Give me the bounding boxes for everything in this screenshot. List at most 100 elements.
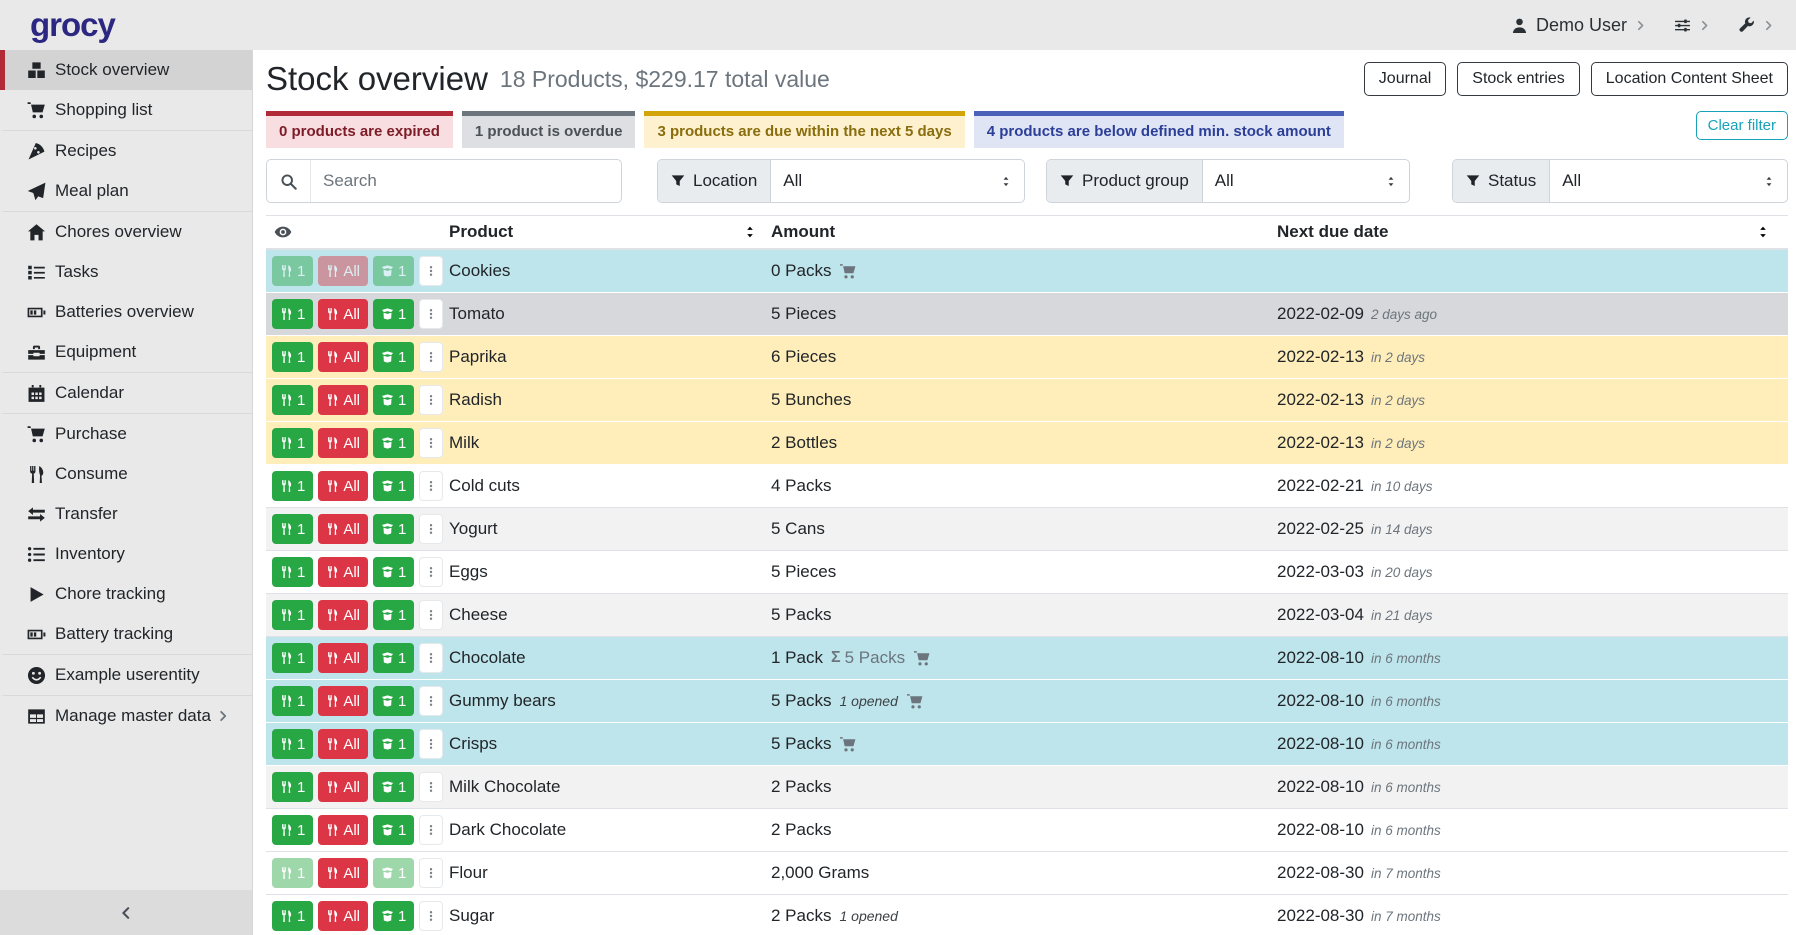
user-menu[interactable]: Demo User bbox=[1511, 15, 1646, 36]
open-one-button[interactable]: 1 bbox=[373, 299, 415, 329]
settings-menu[interactable] bbox=[1674, 17, 1710, 34]
consume-one-button[interactable]: 1 bbox=[272, 643, 314, 673]
row-menu-button[interactable] bbox=[419, 815, 444, 845]
row-menu-button[interactable] bbox=[419, 901, 444, 931]
row-menu-button[interactable] bbox=[419, 299, 444, 329]
open-one-button[interactable]: 1 bbox=[373, 686, 415, 716]
sidebar-item-stock-overview[interactable]: Stock overview bbox=[0, 50, 252, 90]
table-row[interactable]: 1 All 1 Eggs 5 Pieces 2022-03-03 in 20 days bbox=[266, 551, 1788, 594]
consume-all-button[interactable]: All bbox=[318, 514, 369, 544]
row-menu-button[interactable] bbox=[419, 643, 444, 673]
consume-one-button[interactable]: 1 bbox=[272, 385, 314, 415]
row-menu-button[interactable] bbox=[419, 686, 444, 716]
open-one-button[interactable]: 1 bbox=[373, 256, 415, 286]
table-row[interactable]: 1 All 1 Paprika 6 Pieces 2022-02-13 in 2 days bbox=[266, 336, 1788, 379]
sidebar-item-recipes[interactable]: Recipes bbox=[0, 130, 252, 171]
open-one-button[interactable]: 1 bbox=[373, 471, 415, 501]
product-column-header[interactable]: Product bbox=[449, 222, 771, 242]
consume-all-button[interactable]: All bbox=[318, 643, 369, 673]
location-select[interactable]: All bbox=[771, 160, 1024, 202]
consume-one-button[interactable]: 1 bbox=[272, 299, 314, 329]
table-row[interactable]: 1 All 1 Crisps 5 Packs 2022-08-10 in 6 months bbox=[266, 723, 1788, 766]
row-menu-button[interactable] bbox=[419, 385, 444, 415]
consume-all-button[interactable]: All bbox=[318, 901, 369, 931]
consume-one-button[interactable]: 1 bbox=[272, 729, 314, 759]
table-row[interactable]: 1 All 1 Cheese 5 Packs 2022-03-04 in 21 days bbox=[266, 594, 1788, 637]
consume-all-button[interactable]: All bbox=[318, 557, 369, 587]
status-chip-duesoon[interactable]: 3 products are due within the next 5 day… bbox=[644, 111, 965, 148]
open-one-button[interactable]: 1 bbox=[373, 858, 415, 888]
journal-button[interactable]: Journal bbox=[1363, 62, 1447, 96]
amount-column-header[interactable]: Amount bbox=[771, 222, 836, 241]
table-row[interactable]: 1 All 1 Yogurt 5 Cans 2022-02-25 in 14 days bbox=[266, 508, 1788, 551]
row-menu-button[interactable] bbox=[419, 858, 444, 888]
app-logo[interactable]: grocy bbox=[30, 6, 116, 43]
consume-all-button[interactable]: All bbox=[318, 815, 369, 845]
row-menu-button[interactable] bbox=[419, 342, 444, 372]
open-one-button[interactable]: 1 bbox=[373, 514, 415, 544]
open-one-button[interactable]: 1 bbox=[373, 772, 415, 802]
search-input[interactable] bbox=[311, 171, 621, 191]
open-one-button[interactable]: 1 bbox=[373, 643, 415, 673]
sidebar-item-chore-tracking[interactable]: Chore tracking bbox=[0, 574, 252, 614]
open-one-button[interactable]: 1 bbox=[373, 600, 415, 630]
admin-menu[interactable] bbox=[1738, 17, 1774, 34]
row-menu-button[interactable] bbox=[419, 514, 444, 544]
open-one-button[interactable]: 1 bbox=[373, 901, 415, 931]
table-row[interactable]: 1 All 1 Sugar 2 Packs 1 opened 2022-08-30 in 7 … bbox=[266, 895, 1788, 935]
row-menu-button[interactable] bbox=[419, 256, 444, 286]
consume-one-button[interactable]: 1 bbox=[272, 557, 314, 587]
table-row[interactable]: 1 All 1 Cold cuts 4 Packs 2022-02-21 in 10 day… bbox=[266, 465, 1788, 508]
open-one-button[interactable]: 1 bbox=[373, 815, 415, 845]
consume-one-button[interactable]: 1 bbox=[272, 901, 314, 931]
consume-all-button[interactable]: All bbox=[318, 686, 369, 716]
sidebar-item-purchase[interactable]: Purchase bbox=[0, 413, 252, 454]
consume-one-button[interactable]: 1 bbox=[272, 858, 314, 888]
consume-all-button[interactable]: All bbox=[318, 342, 369, 372]
sidebar-item-shopping-list[interactable]: Shopping list bbox=[0, 90, 252, 130]
sidebar-item-consume[interactable]: Consume bbox=[0, 454, 252, 494]
sidebar-item-batteries-overview[interactable]: Batteries overview bbox=[0, 292, 252, 332]
sidebar-item-transfer[interactable]: Transfer bbox=[0, 494, 252, 534]
consume-all-button[interactable]: All bbox=[318, 729, 369, 759]
sidebar-item-meal-plan[interactable]: Meal plan bbox=[0, 171, 252, 211]
status-chip-expired[interactable]: 0 products are expired bbox=[266, 111, 453, 148]
consume-one-button[interactable]: 1 bbox=[272, 686, 314, 716]
open-one-button[interactable]: 1 bbox=[373, 729, 415, 759]
row-menu-button[interactable] bbox=[419, 557, 444, 587]
table-row[interactable]: 1 All 1 Dark Chocolate 2 Packs 2022-08-10 in 6… bbox=[266, 809, 1788, 852]
product-group-select[interactable]: All bbox=[1203, 160, 1409, 202]
sidebar-item-equipment[interactable]: Equipment bbox=[0, 332, 252, 372]
due-date-column-header[interactable]: Next due date bbox=[1277, 222, 1788, 242]
location-content-sheet-button[interactable]: Location Content Sheet bbox=[1590, 62, 1788, 96]
table-row[interactable]: 1 All 1 Chocolate 1 Pack Σ 5 Packs 2022-08-10 in… bbox=[266, 637, 1788, 680]
consume-all-button[interactable]: All bbox=[318, 858, 369, 888]
open-one-button[interactable]: 1 bbox=[373, 557, 415, 587]
consume-one-button[interactable]: 1 bbox=[272, 471, 314, 501]
row-menu-button[interactable] bbox=[419, 729, 444, 759]
sidebar-item-manage-master-data[interactable]: Manage master data bbox=[0, 695, 252, 736]
consume-one-button[interactable]: 1 bbox=[272, 772, 314, 802]
open-one-button[interactable]: 1 bbox=[373, 342, 415, 372]
row-menu-button[interactable] bbox=[419, 471, 444, 501]
sidebar-item-tasks[interactable]: Tasks bbox=[0, 252, 252, 292]
open-one-button[interactable]: 1 bbox=[373, 428, 415, 458]
stock-entries-button[interactable]: Stock entries bbox=[1457, 62, 1580, 96]
row-menu-button[interactable] bbox=[419, 600, 444, 630]
consume-one-button[interactable]: 1 bbox=[272, 815, 314, 845]
consume-one-button[interactable]: 1 bbox=[272, 428, 314, 458]
table-row[interactable]: 1 All 1 Gummy bears 5 Packs 1 opened 2022-08-1… bbox=[266, 680, 1788, 723]
table-row[interactable]: 1 All 1 Milk 2 Bottles 2022-02-13 in 2 days bbox=[266, 422, 1788, 465]
consume-all-button[interactable]: All bbox=[318, 428, 369, 458]
sidebar-collapse-button[interactable] bbox=[0, 890, 252, 935]
consume-all-button[interactable]: All bbox=[318, 471, 369, 501]
row-menu-button[interactable] bbox=[419, 772, 444, 802]
consume-all-button[interactable]: All bbox=[318, 385, 369, 415]
clear-filter-button[interactable]: Clear filter bbox=[1695, 111, 1788, 140]
consume-all-button[interactable]: All bbox=[318, 772, 369, 802]
consume-one-button[interactable]: 1 bbox=[272, 600, 314, 630]
column-visibility-header[interactable] bbox=[266, 223, 449, 241]
status-chip-overdue[interactable]: 1 product is overdue bbox=[461, 111, 636, 148]
table-row[interactable]: 1 All 1 Radish 5 Bunches 2022-02-13 in 2 days bbox=[266, 379, 1788, 422]
table-row[interactable]: 1 All 1 Tomato 5 Pieces 2022-02-09 2 days ago bbox=[266, 293, 1788, 336]
